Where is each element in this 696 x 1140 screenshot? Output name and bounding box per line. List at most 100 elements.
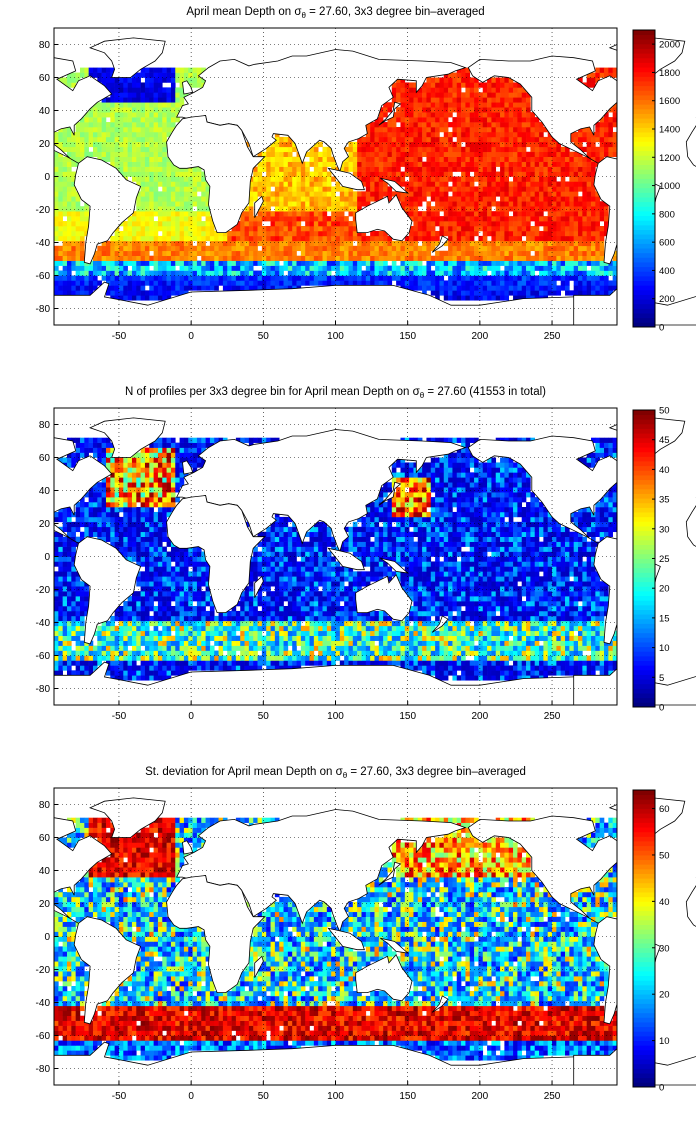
heatmap-cell xyxy=(513,655,518,661)
heatmap-cell xyxy=(348,250,354,256)
heatmap-cell xyxy=(374,136,380,143)
heatmap-cell xyxy=(604,146,609,153)
heatmap-cell xyxy=(153,181,159,187)
heatmap-cell xyxy=(530,226,536,232)
heatmap-cell xyxy=(521,196,527,202)
heatmap-cell xyxy=(222,645,228,651)
heatmap-cell xyxy=(283,240,289,247)
heatmap-cell xyxy=(357,230,362,237)
heatmap-cell xyxy=(435,201,440,207)
heatmap-cell xyxy=(461,650,466,656)
heatmap-cell xyxy=(209,275,215,281)
heatmap-cell xyxy=(426,280,432,286)
heatmap-cell xyxy=(370,230,375,237)
heatmap-cell xyxy=(153,655,159,661)
heatmap-cell xyxy=(526,250,531,256)
heatmap-cell xyxy=(469,285,475,291)
heatmap-cell xyxy=(149,107,154,113)
heatmap-cell xyxy=(495,156,501,162)
heatmap-cell xyxy=(374,131,380,138)
heatmap-cell xyxy=(478,141,484,148)
heatmap-cell xyxy=(461,221,466,227)
heatmap-cell xyxy=(292,245,297,252)
heatmap-cell xyxy=(426,235,432,242)
heatmap-cell xyxy=(231,245,237,252)
heatmap-cell xyxy=(88,127,94,133)
heatmap-cell xyxy=(62,235,68,242)
heatmap-cell xyxy=(521,161,527,167)
heatmap-cell xyxy=(604,270,609,276)
heatmap-cell xyxy=(149,255,154,261)
heatmap-cell xyxy=(608,141,613,148)
heatmap-cell xyxy=(517,92,523,98)
heatmap-cell xyxy=(326,230,332,237)
heatmap-cell xyxy=(435,665,440,671)
heatmap-cell xyxy=(586,230,592,237)
heatmap-cell xyxy=(456,660,462,666)
heatmap-cell xyxy=(500,206,505,212)
heatmap-cell xyxy=(292,230,297,237)
heatmap-cell xyxy=(201,660,206,666)
heatmap-cell xyxy=(530,201,536,207)
heatmap-cell xyxy=(534,136,540,143)
heatmap-cell xyxy=(504,186,510,192)
heatmap-cell xyxy=(175,117,180,123)
heatmap-cell xyxy=(183,191,189,197)
heatmap-cell xyxy=(331,275,336,281)
heatmap-cell xyxy=(157,141,163,148)
heatmap-cell xyxy=(205,230,211,237)
heatmap-cell xyxy=(495,102,501,108)
heatmap-cell xyxy=(534,226,540,232)
heatmap-cell xyxy=(530,191,536,197)
heatmap-cell xyxy=(487,176,492,182)
heatmap-cell xyxy=(495,245,501,252)
heatmap-cell xyxy=(573,230,579,237)
colorbar-segment xyxy=(633,234,655,240)
heatmap-cell xyxy=(192,196,198,202)
heatmap-cell xyxy=(508,670,514,676)
heatmap-cell xyxy=(517,161,523,167)
heatmap-cell xyxy=(448,112,453,118)
heatmap-cell xyxy=(175,665,180,671)
heatmap-cell xyxy=(58,670,63,676)
heatmap-cell xyxy=(222,660,228,666)
heatmap-cell xyxy=(478,166,484,172)
heatmap-cell xyxy=(292,270,297,276)
heatmap-cell xyxy=(513,97,518,103)
heatmap-cell xyxy=(248,186,254,192)
heatmap-cell xyxy=(131,77,137,83)
heatmap-cell xyxy=(313,230,319,237)
heatmap-cell xyxy=(240,250,245,256)
heatmap-cell xyxy=(179,221,185,227)
heatmap-cell xyxy=(378,131,384,138)
heatmap-cell xyxy=(513,122,518,128)
heatmap-cell xyxy=(517,260,523,266)
heatmap-cell xyxy=(335,650,341,656)
heatmap-cell xyxy=(383,146,388,153)
heatmap-cell xyxy=(413,285,419,291)
heatmap-cell xyxy=(149,127,154,133)
heatmap-cell xyxy=(378,117,384,123)
heatmap-cell xyxy=(144,655,150,661)
heatmap-cell xyxy=(556,191,561,197)
colorbar-tick-label: 200 xyxy=(659,294,675,305)
heatmap-cell xyxy=(131,211,137,217)
heatmap-cell xyxy=(296,171,302,177)
heatmap-cell xyxy=(292,141,297,148)
heatmap-cell xyxy=(162,250,167,256)
coastline-path xyxy=(378,101,402,126)
heatmap-cell xyxy=(452,92,458,98)
heatmap-cell xyxy=(556,181,561,187)
heatmap-cell xyxy=(417,156,423,162)
heatmap-cell xyxy=(521,280,527,286)
heatmap-cell xyxy=(183,265,189,271)
heatmap-cell xyxy=(569,196,574,202)
heatmap-cell xyxy=(183,221,189,227)
heatmap-cell xyxy=(465,230,471,237)
heatmap-cell xyxy=(565,186,570,192)
heatmap-cell xyxy=(71,201,76,207)
heatmap-cell xyxy=(274,270,280,276)
heatmap-cell xyxy=(539,122,544,128)
heatmap-cell xyxy=(391,161,397,167)
heatmap-cell xyxy=(205,245,211,252)
